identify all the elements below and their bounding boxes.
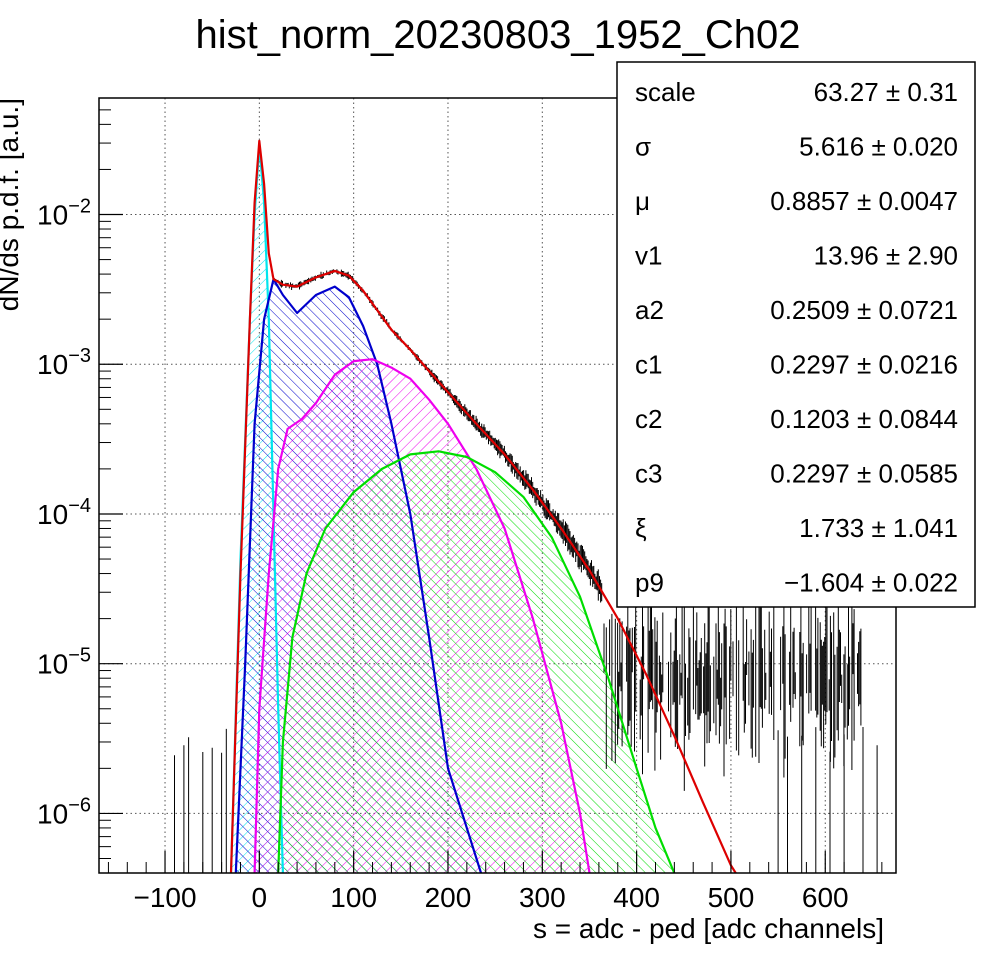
stats-param-value: 5.616 ± 0.020 [799,132,958,162]
stats-param-value: 13.96 ± 2.90 [814,241,958,271]
fit-curve [253,358,591,873]
stats-param-value: 0.2297 ± 0.0585 [770,459,958,489]
stats-rows: scale 63.27 ± 0.31 σ 5.616 ± 0.020 μ 0.8857 ±… [635,77,958,598]
stats-box: scale 63.27 ± 0.31 σ 5.616 ± 0.020 μ 0.8857 ±… [616,61,976,608]
fit-curve [277,450,676,873]
y-tick-label: 10−4 [37,495,91,530]
stats-param-name: c1 [635,350,662,380]
fit-curve [229,139,737,873]
component-fills [231,145,675,873]
y-tick-label: 10−2 [37,196,91,231]
x-tick-label: 100 [330,882,377,913]
y-tick-labels: 10−6 10−5 10−4 10−3 10−2 [37,196,91,830]
stats-param-value: 0.1203 ± 0.0844 [770,404,958,434]
x-tick-labels: −100 0 100 200 300 400 500 600 [133,882,848,913]
y-tick-label: 10−3 [37,345,91,380]
x-tick-label: 0 [252,882,268,913]
chart-title: hist_norm_20230803_1952_Ch02 [196,13,801,57]
stats-param-name: a2 [635,295,664,325]
stats-param-name: μ [635,186,650,216]
stats-param-value: −1.604 ± 0.022 [784,568,958,598]
stats-param-value: 1.733 ± 1.041 [799,513,958,543]
stats-param-name: c3 [635,459,662,489]
stats-box-frame [616,61,976,608]
x-tick-label: −100 [133,882,196,913]
fit-curves [229,139,737,873]
x-tick-label: 500 [708,882,755,913]
stats-param-name: scale [635,77,696,107]
stats-param-name: v1 [635,241,662,271]
stats-param-name: p9 [635,568,664,598]
stats-param-value: 0.2297 ± 0.0216 [770,350,958,380]
stats-param-name: c2 [635,404,662,434]
x-tick-label: 300 [519,882,566,913]
y-tick-label: 10−6 [37,794,91,829]
stats-param-name: σ [635,132,651,162]
fit-curve [234,278,483,873]
axis-ticks [99,97,883,874]
stats-param-value: 63.27 ± 0.31 [814,77,958,107]
stats-param-value: 0.8857 ± 0.0047 [770,186,958,216]
stats-param-name: ξ [635,513,647,543]
x-tick-label: 200 [425,882,472,913]
component-fill [278,451,675,873]
stats-param-value: 0.2509 ± 0.0721 [770,295,958,325]
x-axis-label: s = adc - ped [adc channels] [533,913,884,944]
x-tick-label: 400 [613,882,660,913]
y-tick-label: 10−5 [37,645,91,680]
y-axis-label: dN/ds p.d.f. [a.u.] [0,98,24,311]
x-tick-label: 600 [802,882,849,913]
